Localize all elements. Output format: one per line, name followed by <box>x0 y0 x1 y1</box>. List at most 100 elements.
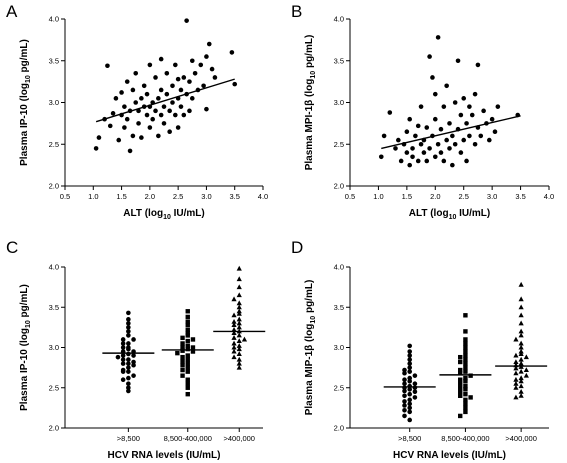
data-point <box>458 150 464 155</box>
data-point <box>518 328 524 334</box>
data-point <box>458 413 463 419</box>
data-point <box>180 367 185 373</box>
data-point <box>236 308 242 314</box>
data-point <box>158 56 164 62</box>
data-point <box>236 316 242 322</box>
data-point <box>180 335 185 341</box>
x-tick-label: >8,500 <box>398 434 421 443</box>
data-point <box>115 354 121 360</box>
data-point <box>452 100 458 105</box>
data-point <box>518 312 524 318</box>
data-point <box>170 83 175 89</box>
data-point <box>212 75 218 80</box>
data-point <box>463 337 468 342</box>
data-point <box>139 96 144 101</box>
data-point <box>180 358 185 364</box>
data-point <box>136 121 141 126</box>
data-point <box>147 125 153 130</box>
data-point <box>424 158 430 164</box>
data-point <box>175 125 181 130</box>
data-point <box>180 363 185 368</box>
data-point <box>463 357 468 362</box>
data-point <box>236 338 242 344</box>
data-point <box>427 146 432 151</box>
data-point <box>513 365 519 371</box>
data-point <box>158 87 164 93</box>
data-point <box>167 129 172 135</box>
data-point <box>192 70 198 76</box>
data-point <box>432 91 438 97</box>
data-point <box>175 350 180 356</box>
data-point <box>170 100 175 105</box>
panel-C: C 2.0 2.5 3.0 3.5 4.0 Plasma IP-10 (log10 pg/m… <box>6 238 266 461</box>
data-point <box>402 377 407 383</box>
data-point <box>413 133 418 139</box>
x-axis-title: HCV RNA levels (IU/mL) <box>108 450 221 461</box>
data-point <box>518 304 524 310</box>
data-point <box>153 75 158 80</box>
data-point <box>518 356 524 362</box>
data-point <box>185 361 190 366</box>
data-point <box>435 35 441 40</box>
data-point <box>407 417 413 423</box>
data-point <box>481 108 486 114</box>
data-point <box>93 146 99 151</box>
data-point <box>236 300 242 306</box>
data-point <box>441 158 447 164</box>
data-point <box>201 83 206 89</box>
data-point <box>396 137 401 143</box>
data-point <box>133 100 139 105</box>
data-point <box>402 388 407 394</box>
data-point <box>161 104 167 109</box>
data-point <box>421 150 427 155</box>
data-point <box>126 388 131 394</box>
data-point <box>407 357 413 362</box>
data-point <box>407 409 413 415</box>
data-point <box>126 365 131 370</box>
y-tick-label: 2.5 <box>334 383 344 392</box>
data-point <box>461 96 467 101</box>
y-tick-label: 3.0 <box>49 98 59 107</box>
data-point <box>185 330 190 336</box>
data-point <box>418 104 424 109</box>
data-point <box>463 383 468 389</box>
data-point <box>150 116 155 122</box>
data-point <box>236 276 242 282</box>
panel-letter: C <box>6 238 18 257</box>
data-point <box>407 369 413 374</box>
data-point <box>126 341 131 346</box>
data-point <box>180 373 185 378</box>
data-point <box>236 265 242 271</box>
data-point <box>415 158 421 164</box>
data-point <box>144 91 150 97</box>
data-point <box>412 373 418 378</box>
data-point <box>139 135 144 140</box>
data-point <box>412 395 418 400</box>
data-point <box>231 312 237 318</box>
data-point <box>190 345 196 350</box>
data-point <box>190 337 196 342</box>
data-point <box>181 75 187 80</box>
x-tick-label: 3.5 <box>515 192 525 201</box>
data-point <box>458 112 464 118</box>
data-point <box>131 353 136 358</box>
data-point <box>107 123 113 129</box>
data-point <box>236 351 242 356</box>
data-point <box>438 150 444 155</box>
data-point <box>126 325 131 330</box>
data-point <box>518 351 524 356</box>
data-point <box>381 133 387 139</box>
y-tick-label: 3.5 <box>49 56 59 65</box>
x-tick-label: 3.5 <box>229 192 239 201</box>
data-point <box>231 318 237 324</box>
data-point <box>120 377 126 383</box>
data-point <box>120 357 126 362</box>
data-point <box>185 369 190 374</box>
data-point <box>402 393 407 399</box>
data-point <box>513 359 519 364</box>
y-tick-label: 3.5 <box>49 303 59 312</box>
panel-letter: D <box>291 238 303 257</box>
data-point <box>407 353 413 358</box>
data-point <box>185 377 190 382</box>
x-axis-title: ALT (log10 IU/mL) <box>123 208 205 221</box>
